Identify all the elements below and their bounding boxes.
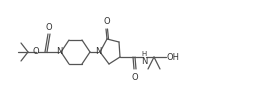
Text: O: O (33, 48, 39, 57)
Text: O: O (46, 23, 52, 32)
Text: N: N (56, 48, 62, 57)
Text: O: O (131, 73, 138, 82)
Text: H: H (141, 51, 147, 57)
Text: O: O (104, 16, 110, 26)
Text: OH: OH (167, 53, 180, 61)
Text: N: N (141, 57, 147, 66)
Text: N: N (95, 48, 101, 57)
